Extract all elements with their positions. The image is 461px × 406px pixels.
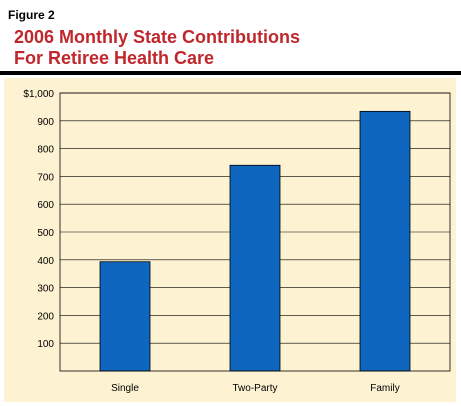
y-tick-label: 500 — [37, 228, 54, 239]
y-tick-label: 900 — [37, 117, 54, 128]
x-tick-label: Two-Party — [232, 383, 277, 394]
x-tick-label: Family — [370, 383, 399, 394]
y-tick-label: 600 — [37, 200, 54, 211]
chart-title: 2006 Monthly State Contributions For Ret… — [14, 27, 454, 69]
title-rule — [0, 71, 461, 75]
y-tick-label: 400 — [37, 256, 54, 267]
bar-single — [99, 261, 151, 372]
y-tick-label: 700 — [37, 172, 54, 183]
y-tick-label: 100 — [37, 339, 54, 350]
y-tick-label: 300 — [37, 284, 54, 295]
chart-title-line-1: 2006 Monthly State Contributions — [14, 27, 301, 47]
bar-two-party — [229, 164, 281, 372]
chart-title-line-2: For Retiree Health Care — [14, 48, 215, 68]
bar-chart: 100 200 300 400 500 600 700 800 900 $1,000 Single T… — [23, 89, 451, 394]
y-tick-label: $1,000 — [23, 89, 54, 100]
figure-label: Figure 2 — [8, 8, 55, 22]
plot-frame — [59, 92, 451, 372]
x-tick-label: Single — [111, 383, 139, 394]
chart-panel: 100 200 300 400 500 600 700 800 900 $1,000 Single T… — [4, 78, 456, 402]
bar-family — [359, 110, 411, 372]
y-tick-label: 200 — [37, 311, 54, 322]
y-tick-label: 800 — [37, 145, 54, 156]
